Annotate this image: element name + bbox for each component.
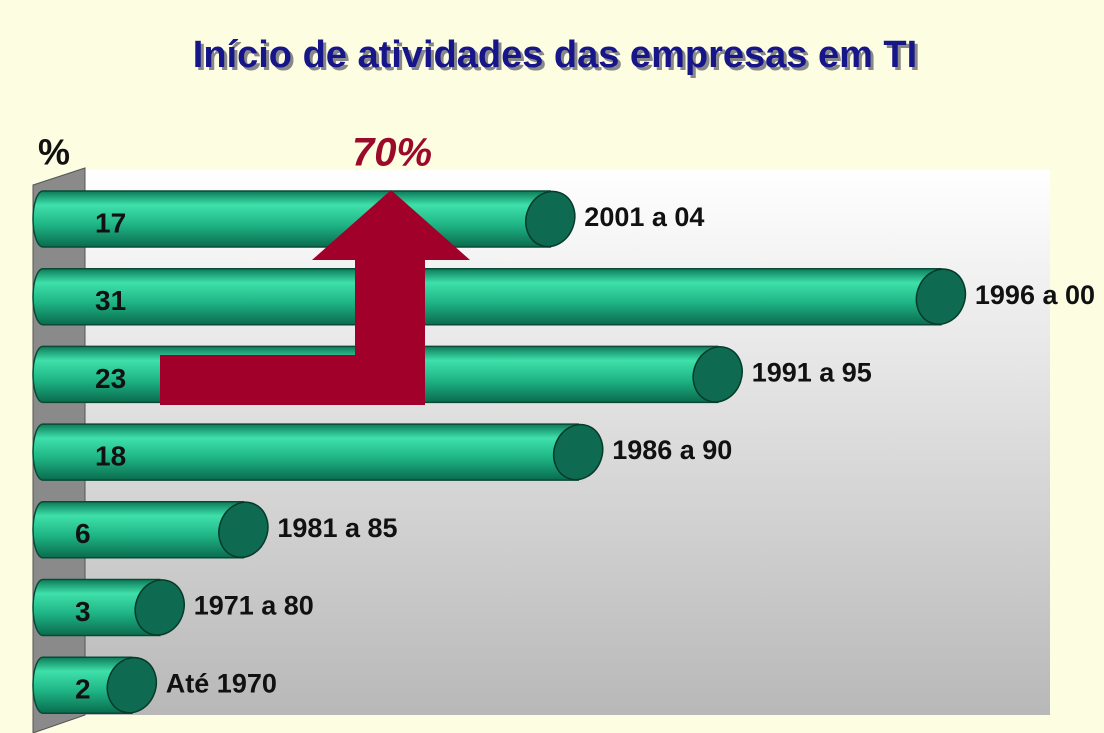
bars — [32, 190, 967, 714]
value-label: 31 — [95, 285, 126, 316]
bar-body — [32, 501, 245, 559]
category-label: 1991 a 95 — [752, 358, 872, 388]
category-label: 2001 a 04 — [584, 202, 704, 232]
category-label: 1986 a 90 — [612, 435, 732, 465]
bar-body — [32, 267, 942, 326]
bar — [32, 423, 604, 481]
annotation: 70% — [352, 131, 432, 175]
bar-cap — [525, 190, 576, 248]
bar-cap — [218, 501, 269, 559]
category-label: 1996 a 00 — [975, 280, 1095, 310]
axis-label: % — [38, 132, 70, 173]
category-label: 1981 a 85 — [277, 513, 397, 543]
bar-cap — [552, 423, 604, 481]
bar — [32, 501, 269, 559]
category-label: 1971 a 80 — [194, 591, 314, 621]
bar-cap — [134, 579, 185, 636]
bar — [32, 267, 967, 326]
bar — [32, 578, 185, 637]
category-label: Até 1970 — [166, 668, 277, 698]
value-label: 18 — [95, 440, 126, 471]
bar — [32, 656, 158, 714]
title-shadow: Início de atividades das empresas em TI — [196, 37, 920, 79]
chart-title: Início de atividades das empresas em TI — [193, 34, 917, 76]
value-label: 17 — [95, 207, 126, 238]
bar-cap — [106, 656, 158, 714]
value-label: 6 — [75, 518, 91, 549]
bar-cap — [915, 268, 967, 326]
bar-body — [32, 423, 579, 481]
bar-body — [32, 656, 133, 714]
value-label: 23 — [95, 363, 126, 394]
value-label: 2 — [75, 674, 91, 705]
bar-body — [32, 578, 161, 637]
growth-arrow — [160, 190, 470, 405]
value-label: 3 — [75, 596, 91, 627]
bar-cap — [692, 346, 743, 403]
